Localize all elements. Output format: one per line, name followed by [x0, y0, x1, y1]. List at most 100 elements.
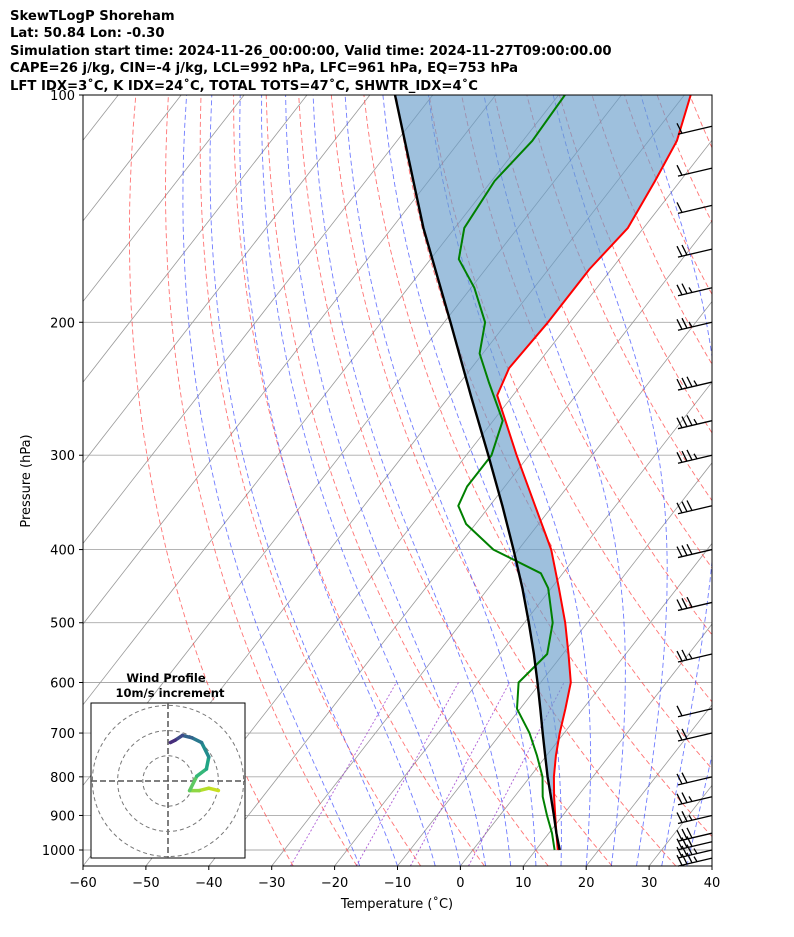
- x-tick-label: −30: [258, 876, 285, 891]
- x-tick-label: −60: [69, 876, 96, 891]
- mixing-ratio-1: [355, 682, 459, 866]
- y-tick-label: 1000: [42, 844, 75, 859]
- dry-adiabat-30: [330, 95, 677, 866]
- moist-adiabat-0: [261, 95, 461, 866]
- moist-adiabat--10: [209, 95, 398, 866]
- wind-barb: [676, 728, 713, 742]
- dry-adiabat-10: [265, 95, 549, 866]
- dry-adiabat-150: [722, 95, 794, 866]
- dry-adiabat-170: [787, 95, 794, 866]
- wind-barb: [676, 772, 713, 786]
- wind-barb: [676, 811, 713, 825]
- wind-barb: [676, 827, 713, 842]
- station-coords: Lat: 50.84 Lon: -0.30: [10, 26, 165, 42]
- moist-adiabat--4: [239, 95, 436, 866]
- wind-barb: [676, 244, 713, 258]
- hodograph-title: Wind Profile: [126, 671, 206, 685]
- wind-barb: [676, 123, 713, 135]
- y-tick-label: 700: [50, 727, 75, 742]
- mixing-ratio-0.4: [290, 682, 397, 866]
- isotherm--120: [83, 95, 308, 383]
- mixing-ratio-2: [410, 682, 510, 866]
- isotherm-0: [460, 542, 712, 866]
- cape-area: [395, 95, 691, 850]
- x-tick-label: −20: [321, 876, 348, 891]
- dewpoint-line: [457, 95, 566, 851]
- moist-adiabat--16: [182, 95, 361, 866]
- moist-adiabat-36: [686, 753, 712, 866]
- dry-adiabat--30: [128, 95, 294, 866]
- isotherm--20: [334, 381, 712, 866]
- profile-lines: [393, 95, 692, 851]
- x-axis-label: Temperature (˚C): [340, 896, 453, 912]
- wind-barb: [676, 202, 713, 214]
- hodograph-subtitle: 10m/s increment: [116, 686, 225, 700]
- cape-cin-fill: [395, 95, 691, 850]
- hodograph-segment: [168, 738, 177, 745]
- dry-adiabat-20: [298, 95, 613, 866]
- x-tick-label: 30: [641, 876, 658, 891]
- y-axis-label: Pressure (hPa): [19, 434, 34, 527]
- temperature-line: [496, 95, 692, 851]
- wind-barb: [676, 449, 713, 464]
- x-tick-label: 20: [578, 876, 595, 891]
- moist-adiabat-12: [344, 95, 537, 866]
- x-tick-label: 10: [515, 876, 532, 891]
- dry-adiabat-90: [526, 95, 712, 502]
- hodograph-segment: [187, 774, 199, 793]
- x-tick-label: 0: [456, 876, 464, 891]
- wind-barb: [676, 164, 713, 177]
- dry-adiabat-160: [755, 95, 794, 866]
- y-tick-label: 500: [50, 617, 75, 632]
- wind-barb: [676, 705, 713, 718]
- hodograph-segment: [204, 755, 211, 771]
- isotherm--30: [271, 300, 712, 866]
- dry-adiabat-80: [493, 95, 712, 569]
- y-tick-label: 200: [50, 316, 75, 331]
- dry-adiabat-120: [624, 95, 712, 296]
- wind-barb: [676, 836, 713, 851]
- wind-barb: [676, 283, 713, 297]
- y-tick-label: 600: [50, 677, 75, 692]
- y-tick-label: 100: [50, 89, 75, 104]
- wind-barb: [676, 317, 713, 331]
- moist-adiabat-8: [312, 95, 512, 866]
- dry-adiabat--10: [199, 95, 422, 866]
- y-tick-label: 900: [50, 809, 75, 824]
- simulation-times: Simulation start time: 2024-11-26_00:00:…: [10, 43, 612, 59]
- x-tick-label: −50: [132, 876, 159, 891]
- wind-barb: [676, 376, 713, 391]
- x-tick-label: −40: [195, 876, 222, 891]
- moist-adiabat-24: [483, 95, 626, 866]
- moist-adiabat-16: [382, 95, 562, 866]
- isotherm-40: [711, 865, 712, 866]
- background-grid: [83, 95, 794, 866]
- wind-barb: [676, 852, 713, 867]
- isotherm--50: [145, 139, 712, 866]
- stability-indices-1: CAPE=26 j/kg, CIN=-4 j/kg, LCL=992 hPa, …: [10, 61, 519, 77]
- dry-adiabat-40: [363, 95, 712, 838]
- chart-header: SkewTLogP Shoreham Lat: 50.84 Lon: -0.30…: [10, 8, 612, 95]
- wind-barb: [676, 596, 713, 612]
- wind-barb: [676, 649, 713, 663]
- wind-barb: [676, 543, 713, 559]
- y-tick-label: 400: [50, 544, 75, 559]
- wind-barb: [676, 500, 713, 515]
- hodograph-ring-20: [117, 730, 219, 832]
- wind-barbs: [676, 123, 713, 867]
- wind-barb: [676, 792, 713, 806]
- stability-indices-2: LFT IDX=3˚C, K IDX=24˚C, TOTAL TOTS=47˚C…: [10, 78, 478, 94]
- isotherm--90: [83, 95, 496, 625]
- x-tick-label: −10: [384, 876, 411, 891]
- isotherm-30: [648, 784, 712, 866]
- y-tick-label: 300: [50, 449, 75, 464]
- hodograph-inset: Wind Profile 10m/s increment: [90, 671, 246, 859]
- dry-adiabat-130: [656, 95, 712, 224]
- isotherm--130: [83, 95, 245, 303]
- y-tick-label: 800: [50, 771, 75, 786]
- wind-barb: [676, 415, 713, 430]
- dry-adiabat-60: [428, 95, 712, 703]
- moist-adiabat-32: [640, 95, 712, 866]
- x-tick-label: 40: [704, 876, 721, 891]
- wind-barb: [676, 844, 713, 859]
